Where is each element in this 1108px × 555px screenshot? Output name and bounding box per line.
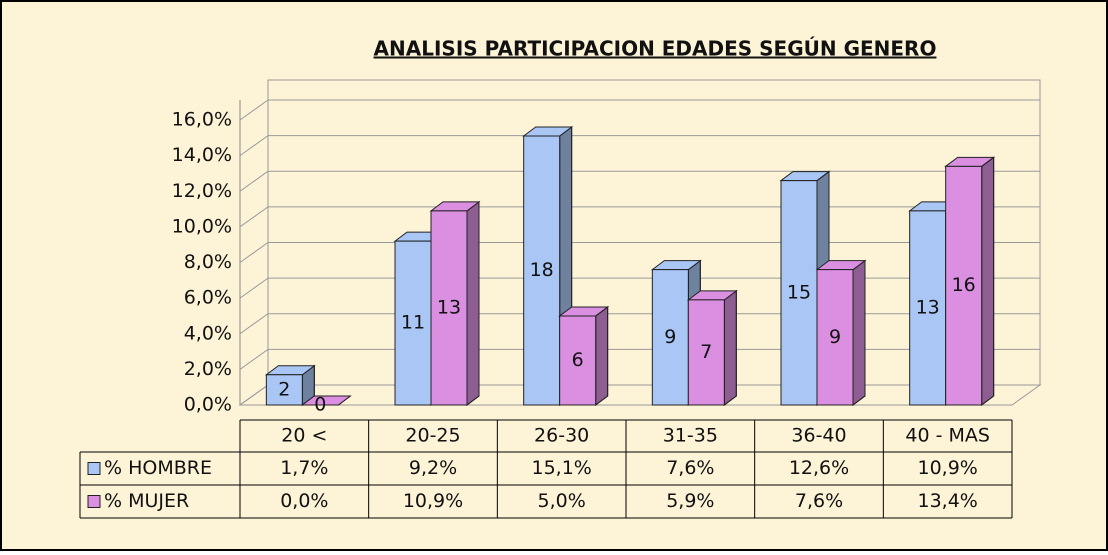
table-value: 9,2%	[409, 457, 457, 479]
bar	[558, 305, 610, 406]
x-tick-label: 26-30	[534, 425, 589, 447]
grid-line	[239, 99, 1040, 121]
legend-label: % MUJER	[104, 490, 189, 512]
data-label: 15	[787, 281, 811, 303]
table-value: 0,0%	[280, 490, 328, 512]
bar	[300, 395, 352, 406]
y-tick-label: 10,0%	[172, 215, 232, 237]
table-value: 5,9%	[666, 490, 714, 512]
bar-face	[981, 156, 995, 406]
grid-line	[239, 170, 1040, 192]
bar	[944, 156, 996, 406]
y-tick-label: 6,0%	[184, 287, 232, 309]
data-label: 6	[572, 349, 584, 371]
legend-swatch	[87, 495, 101, 508]
bar	[264, 364, 316, 406]
x-tick-label: 20 <	[281, 425, 327, 447]
bar-face	[559, 315, 597, 406]
data-label: 9	[664, 326, 676, 348]
bar	[686, 289, 738, 406]
y-tick-label: 16,0%	[172, 109, 232, 131]
data-label: 7	[700, 341, 712, 363]
table-value: 7,6%	[666, 457, 714, 479]
x-tick-label: 20-25	[405, 425, 460, 447]
bar-face	[816, 269, 854, 406]
bar-face	[466, 200, 480, 406]
y-tick-label: 8,0%	[184, 251, 232, 273]
bar-face	[723, 289, 737, 406]
bar	[815, 259, 867, 406]
bar	[429, 200, 481, 406]
data-label: 13	[437, 296, 461, 318]
bar-face	[595, 305, 609, 406]
table-value: 13,4%	[917, 490, 977, 512]
data-label: 9	[829, 326, 841, 348]
data-label: 11	[401, 312, 425, 334]
y-tick-label: 4,0%	[184, 322, 232, 344]
y-tick-label: 2,0%	[184, 358, 232, 380]
table-value: 15,1%	[531, 457, 591, 479]
x-tick-label: 36-40	[791, 425, 846, 447]
x-tick-label: 40 - MAS	[905, 425, 990, 447]
table-value: 12,6%	[789, 457, 849, 479]
table-value: 10,9%	[917, 457, 977, 479]
legend-swatch	[87, 462, 101, 475]
table-value: 7,6%	[795, 490, 843, 512]
y-tick-label: 12,0%	[172, 180, 232, 202]
data-label: 18	[530, 259, 554, 281]
bar-face	[687, 299, 725, 406]
y-tick-label: 14,0%	[172, 144, 232, 166]
bar-face	[945, 165, 983, 406]
legend-label: % HOMBRE	[104, 457, 212, 479]
data-label: 0	[314, 394, 326, 416]
data-label: 13	[916, 296, 940, 318]
y-tick-label: 0,0%	[184, 394, 232, 416]
grid-line	[239, 135, 1040, 157]
table-value: 5,0%	[538, 490, 586, 512]
bar-face	[430, 210, 468, 406]
table-value: 10,9%	[403, 490, 463, 512]
data-label: 2	[278, 378, 290, 400]
x-tick-label: 31-35	[663, 425, 718, 447]
table-value: 1,7%	[280, 457, 328, 479]
bar-face	[852, 259, 866, 406]
chart-title: ANALISIS PARTICIPACION EDADES SEGÚN GENE…	[374, 37, 937, 61]
data-label: 16	[952, 274, 976, 296]
